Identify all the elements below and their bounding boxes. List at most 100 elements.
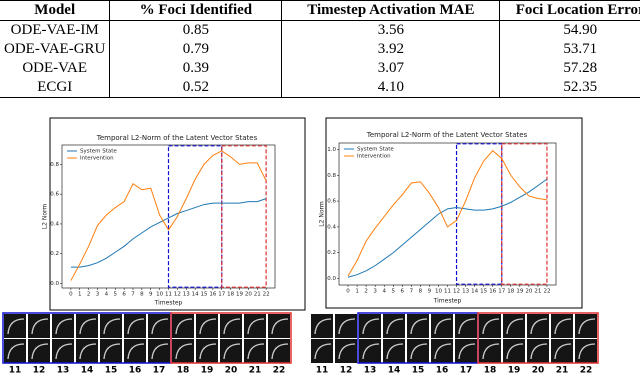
- table-row: ECGI 0.52 4.10 52.35: [0, 78, 640, 98]
- frame-label: 17: [460, 366, 473, 376]
- image-tile: [148, 339, 170, 363]
- image-tile: [551, 339, 573, 363]
- x-tick-label: 17: [498, 289, 505, 295]
- chart-frame: [325, 117, 583, 309]
- y-tick-label: 0.6: [327, 199, 336, 205]
- y-tick-label: 0.6: [50, 192, 59, 198]
- table-cell: 54.90: [499, 20, 640, 40]
- image-shape: [410, 318, 428, 335]
- image-shape: [151, 318, 169, 335]
- x-tick-label: 0: [69, 292, 73, 298]
- table-cell: 53.71: [499, 40, 640, 59]
- image-shape: [362, 343, 380, 360]
- y-tick-label: 0.8: [327, 173, 336, 179]
- image-tile: [431, 339, 453, 363]
- line-series: [347, 178, 548, 278]
- legend-label: Intervention: [80, 156, 114, 162]
- image-shape: [458, 318, 476, 335]
- x-tick-label: 20: [245, 292, 252, 298]
- image-shape: [530, 343, 548, 360]
- x-tick-label: 10: [156, 292, 163, 298]
- frame-group-box: [170, 312, 292, 364]
- image-tile: [196, 339, 218, 363]
- frame-label: 13: [57, 366, 70, 376]
- table-row: ODE-VAE 0.39 3.07 57.28: [0, 59, 640, 78]
- frame-label: 19: [508, 366, 521, 376]
- image-shape: [362, 318, 380, 335]
- image-shape: [247, 318, 265, 335]
- image-tile: [244, 314, 266, 338]
- x-tick-label: 15: [480, 289, 487, 295]
- frame-label: 21: [249, 366, 262, 376]
- column-header: Model: [0, 0, 110, 21]
- image-shape: [103, 318, 121, 335]
- highlight-box: [167, 145, 223, 288]
- image-shape: [7, 318, 25, 335]
- image-shape: [79, 343, 97, 360]
- x-tick-label: 18: [227, 292, 234, 298]
- frame-label: 21: [556, 366, 569, 376]
- image-tile: [503, 339, 525, 363]
- frame-label: 18: [177, 366, 190, 376]
- x-tick-label: 3: [373, 289, 377, 295]
- x-tick-label: 18: [507, 289, 514, 295]
- frame-label: 15: [412, 366, 425, 376]
- frame-label: 19: [201, 366, 214, 376]
- table-cell: 57.28: [499, 59, 640, 78]
- image-tile: [148, 314, 170, 338]
- x-tick-label: 6: [401, 289, 405, 295]
- x-tick-label: 8: [140, 292, 144, 298]
- x-axis-label: Timestep: [154, 300, 183, 307]
- image-tile: [52, 339, 74, 363]
- x-tick-label: 2: [364, 289, 368, 295]
- image-tile: [383, 314, 405, 338]
- table-cell: ODE-VAE-IM: [10, 22, 99, 38]
- y-tick-label: 0.0: [327, 276, 336, 282]
- image-shape: [338, 318, 356, 335]
- column-header: Foci Location Error: [499, 0, 640, 21]
- x-tick-label: 11: [444, 289, 451, 295]
- x-tick-label: 19: [516, 289, 523, 295]
- x-tick-label: 5: [392, 289, 396, 295]
- frame-label: 22: [580, 366, 593, 376]
- x-tick-label: 11: [165, 292, 172, 298]
- frame-label: 16: [436, 366, 449, 376]
- table-cell: ODE-VAE: [22, 60, 88, 76]
- image-tile: [220, 314, 242, 338]
- x-tick-label: 10: [435, 289, 442, 295]
- x-tick-label: 21: [534, 289, 541, 295]
- frame-label: 14: [81, 366, 94, 376]
- image-tile: [335, 314, 357, 338]
- image-tile: [28, 314, 50, 338]
- line-series: [70, 150, 267, 281]
- image-tile: [268, 314, 290, 338]
- image-shape: [530, 318, 548, 335]
- image-shape: [578, 343, 596, 360]
- image-tile: [455, 314, 477, 338]
- image-shape: [31, 318, 49, 335]
- frame-label: 13: [364, 366, 377, 376]
- chart-title: Temporal L2-Norm of the Latent Vector St…: [366, 131, 528, 139]
- image-shape: [223, 318, 241, 335]
- image-tile: [359, 314, 381, 338]
- image-shape: [386, 343, 404, 360]
- y-axis-label: L2 Norm: [42, 204, 49, 230]
- frame-group-box: [477, 312, 599, 364]
- image-shape: [55, 343, 73, 360]
- y-tick-label: 0.0: [50, 281, 59, 287]
- image-tile: [4, 314, 26, 338]
- image-tile: [268, 339, 290, 363]
- image-shape: [506, 343, 524, 360]
- x-tick-label: 6: [122, 292, 126, 298]
- image-shape: [482, 343, 500, 360]
- image-shape: [79, 318, 97, 335]
- line-series: [347, 150, 548, 277]
- x-tick-label: 21: [254, 292, 261, 298]
- x-tick-label: 15: [201, 292, 208, 298]
- table-cell: 3.92: [281, 40, 500, 59]
- table-cell: 0.85: [109, 20, 282, 40]
- x-tick-label: 19: [236, 292, 243, 298]
- frame-label: 12: [340, 366, 353, 376]
- x-axis-label: Timestep: [433, 298, 462, 305]
